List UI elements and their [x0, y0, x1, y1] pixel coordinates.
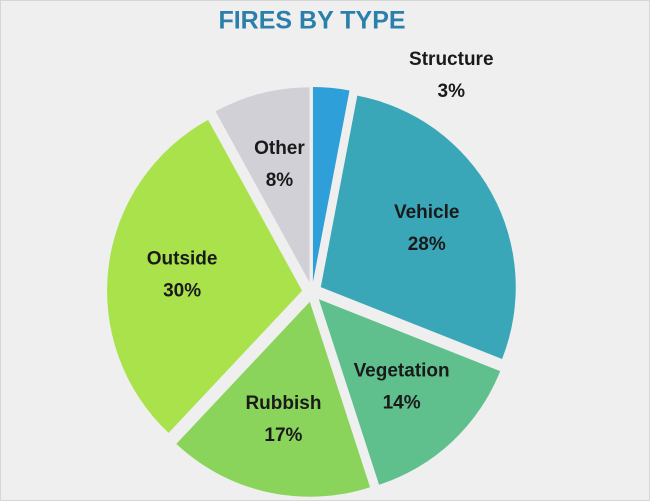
slice-label: Vehicle [394, 202, 460, 223]
slice-value-label: 14% [383, 392, 421, 413]
slice-label: Vegetation [354, 360, 450, 381]
slice-label: Rubbish [245, 393, 321, 414]
slice-value-label: 17% [264, 425, 302, 446]
pie-slice [320, 95, 516, 359]
slice-label: Structure [409, 49, 493, 70]
pie-slice [215, 87, 310, 283]
slice-value-label: 30% [163, 281, 201, 302]
slice-label: Other [254, 138, 305, 159]
slice-label: Outside [147, 249, 218, 270]
slice-value-label: 28% [408, 234, 446, 255]
pie-slice [107, 119, 303, 433]
pie-slice [318, 299, 501, 485]
slice-value-label: 3% [438, 81, 466, 102]
chart-title: FIRES BY TYPE [218, 7, 405, 35]
slice-value-label: 8% [266, 170, 294, 191]
pie-slice [176, 301, 371, 497]
pie-slice [312, 87, 350, 283]
